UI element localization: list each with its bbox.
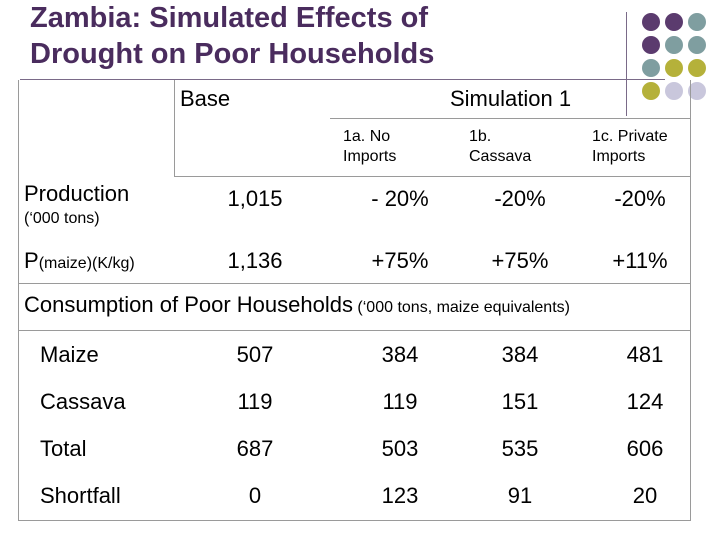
row-label-production: Production — [24, 181, 130, 206]
total-1b-value: 535 — [501, 436, 539, 461]
row-label-total: Total — [40, 436, 87, 461]
column-header-1a: 1a. No Imports — [343, 127, 396, 167]
total-1a-value: 503 — [381, 436, 419, 461]
decorative-dot-grid — [630, 10, 720, 110]
maize-1a-value: 384 — [381, 342, 419, 367]
accent-vertical-rule — [626, 12, 627, 116]
dot-decoration — [688, 82, 706, 100]
header-1c-line-1: 1c. Private — [592, 128, 668, 145]
row-unit-production: (‘000 tons) — [24, 210, 100, 227]
shortfall-1a-value: 123 — [381, 483, 419, 508]
cassava-1a-value: 119 — [382, 389, 418, 414]
dot-decoration — [688, 59, 706, 77]
cassava-1b-value: 151 — [501, 389, 539, 414]
row-label-price: P(maize)(K/kg) — [24, 248, 135, 274]
price-1a-value: +75% — [371, 248, 429, 273]
header-divider — [174, 176, 691, 177]
column-header-simulation: Simulation 1 — [450, 86, 572, 111]
table-frame — [18, 80, 691, 521]
cassava-base-value: 119 — [237, 389, 273, 414]
header-1b-line-1: 1b. — [469, 128, 492, 145]
price-label-sub: (maize)(K/kg) — [38, 255, 135, 272]
column-header-1c: 1c. Private Imports — [592, 127, 668, 167]
row-label-shortfall: Shortfall — [40, 483, 121, 508]
production-1c-value: -20% — [614, 186, 666, 211]
header-1b-line-2: Cassava — [469, 148, 532, 165]
price-base-value: 1,136 — [227, 248, 283, 273]
header-1a-line-1: 1a. No — [343, 128, 391, 145]
title-line-1: Zambia: Simulated Effects of — [30, 2, 429, 34]
dot-decoration — [642, 36, 660, 54]
dot-decoration — [665, 36, 683, 54]
shortfall-1c-value: 20 — [632, 483, 658, 508]
shortfall-1b-value: 91 — [507, 483, 533, 508]
row-label-cassava: Cassava — [40, 389, 126, 414]
header-divider — [174, 80, 175, 176]
shortfall-base-value: 0 — [248, 483, 262, 508]
price-1b-value: +75% — [491, 248, 549, 273]
header-1a-line-2: Imports — [343, 148, 397, 165]
dot-decoration — [665, 82, 683, 100]
table-top-border — [18, 330, 691, 331]
total-1c-value: 606 — [626, 436, 664, 461]
consumption-label: Consumption of Poor Households — [24, 292, 353, 317]
dot-decoration — [688, 13, 706, 31]
dot-decoration — [665, 13, 683, 31]
dot-decoration — [642, 82, 660, 100]
column-header-1b: 1b. Cassava — [469, 127, 531, 167]
total-base-value: 687 — [236, 436, 274, 461]
slide-title: Zambia: Simulated Effects of Drought on … — [30, 0, 620, 72]
maize-1c-value: 481 — [626, 342, 664, 367]
maize-1b-value: 384 — [501, 342, 539, 367]
header-divider — [330, 118, 691, 119]
cassava-1c-value: 124 — [626, 389, 664, 414]
header-1c-line-2: Imports — [592, 148, 646, 165]
title-line-2: Drought on Poor Households — [30, 38, 435, 70]
consumption-unit: (‘000 tons, maize equivalents) — [357, 299, 570, 316]
section-divider — [18, 283, 691, 284]
maize-base-value: 507 — [236, 342, 274, 367]
dot-decoration — [642, 13, 660, 31]
dot-decoration — [642, 59, 660, 77]
dot-decoration — [665, 59, 683, 77]
dot-decoration — [688, 36, 706, 54]
consumption-heading: Consumption of Poor Households (‘000 ton… — [24, 292, 570, 318]
title-rule — [20, 79, 665, 80]
production-1b-value: -20% — [494, 186, 546, 211]
production-base-value: 1,015 — [227, 186, 283, 211]
price-1c-value: +11% — [612, 248, 668, 273]
row-label-maize: Maize — [40, 342, 99, 367]
price-label-main: P — [24, 248, 39, 273]
production-1a-value: - 20% — [371, 186, 429, 211]
column-header-base: Base — [180, 86, 231, 111]
